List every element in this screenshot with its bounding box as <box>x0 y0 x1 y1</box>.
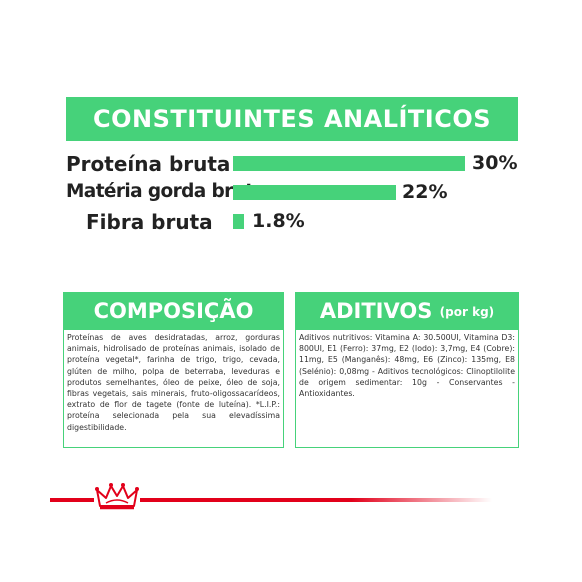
additives-title: ADITIVOS <box>319 299 433 323</box>
analytics-value: 30% <box>472 152 518 174</box>
composition-title: COMPOSIÇÃO <box>63 292 284 330</box>
analytics-bar <box>233 156 465 171</box>
analytics-bar <box>233 185 396 200</box>
additives-subtitle: (por kg) <box>439 305 495 319</box>
analytics-value: 1.8% <box>252 210 305 232</box>
footer-line-left <box>50 498 94 502</box>
analytics-title: CONSTITUINTES ANALÍTICOS <box>66 97 518 141</box>
analytics-label: Matéria gorda bruta <box>66 181 266 202</box>
footer-line-right <box>140 498 492 502</box>
analytics-label: Proteína bruta <box>66 152 231 176</box>
analytics-value: 22% <box>402 181 448 203</box>
crown-icon <box>95 483 139 510</box>
additives-text: Aditivos nutritivos: Vitamina A: 30.500U… <box>295 330 519 448</box>
analytics-label: Fibra bruta <box>86 210 213 234</box>
additives-header: ADITIVOS (por kg) <box>295 292 519 330</box>
analytics-bar <box>233 214 244 229</box>
composition-text: Proteínas de aves desidratadas, arroz, g… <box>63 330 284 448</box>
